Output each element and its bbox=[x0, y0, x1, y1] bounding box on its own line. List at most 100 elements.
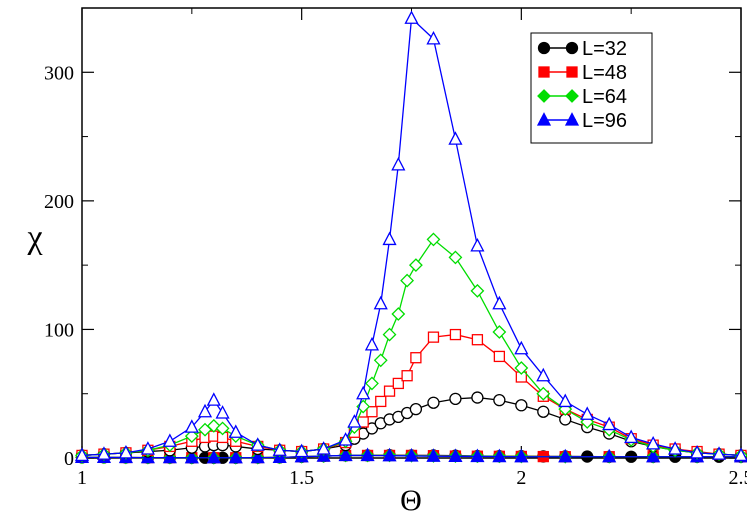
data-point bbox=[646, 435, 661, 450]
data-point bbox=[140, 441, 155, 455]
data-point bbox=[427, 396, 440, 409]
data-point bbox=[492, 448, 507, 463]
data-point bbox=[391, 307, 406, 321]
data-point bbox=[366, 406, 378, 418]
legend-marker bbox=[566, 66, 578, 78]
legend-marker bbox=[538, 66, 550, 78]
legend-label: L=32 bbox=[582, 38, 627, 60]
data-point bbox=[733, 447, 747, 462]
data-point bbox=[536, 386, 551, 401]
data-point bbox=[471, 334, 484, 346]
data-point bbox=[401, 370, 413, 382]
data-point bbox=[537, 405, 550, 418]
data-point bbox=[391, 156, 406, 171]
series-5 bbox=[76, 328, 747, 462]
data-point bbox=[515, 399, 528, 412]
series-7 bbox=[74, 10, 747, 462]
data-point bbox=[711, 446, 727, 460]
data-point bbox=[689, 444, 705, 459]
data-point bbox=[184, 419, 199, 433]
data-point bbox=[558, 448, 573, 463]
data-point bbox=[228, 449, 243, 464]
data-point bbox=[448, 250, 463, 265]
data-point bbox=[373, 353, 388, 368]
y-axis-label: χ bbox=[26, 219, 42, 256]
data-point bbox=[392, 377, 404, 390]
data-point bbox=[602, 448, 617, 463]
data-point bbox=[382, 447, 397, 462]
data-point bbox=[514, 448, 529, 463]
data-point bbox=[409, 402, 423, 416]
data-point bbox=[382, 231, 397, 246]
data-point bbox=[206, 449, 221, 464]
legend-item: L=96 bbox=[536, 110, 627, 132]
legend-marker bbox=[564, 112, 580, 126]
data-point bbox=[250, 437, 265, 451]
data-point bbox=[206, 392, 221, 406]
data-point bbox=[360, 447, 375, 462]
data-point bbox=[184, 429, 199, 444]
data-point bbox=[448, 131, 463, 145]
data-point bbox=[514, 340, 529, 355]
data-point bbox=[184, 449, 199, 464]
data-point bbox=[580, 406, 595, 420]
data-point bbox=[448, 448, 463, 462]
data-point bbox=[514, 361, 529, 375]
data-point bbox=[316, 441, 331, 455]
x-tick-label: 1 bbox=[77, 467, 87, 489]
legend-marker bbox=[536, 112, 552, 126]
data-point bbox=[426, 30, 441, 45]
data-point bbox=[74, 447, 90, 462]
data-point bbox=[364, 336, 380, 351]
data-point bbox=[404, 10, 419, 24]
data-point bbox=[492, 325, 507, 339]
legend-label: L=96 bbox=[582, 110, 627, 132]
data-point bbox=[228, 424, 243, 438]
data-point bbox=[426, 232, 441, 247]
data-point bbox=[470, 448, 485, 463]
data-point bbox=[294, 443, 309, 458]
data-point bbox=[426, 448, 441, 462]
legend-marker bbox=[565, 89, 579, 103]
data-point bbox=[197, 403, 213, 418]
data-point bbox=[624, 429, 639, 444]
data-point bbox=[558, 393, 573, 408]
axis-ticks: 1 1.5 2 2.5 0 100 200 300 bbox=[44, 8, 747, 489]
data-point bbox=[338, 432, 353, 446]
data-point bbox=[250, 449, 265, 464]
y-tick-label: 100 bbox=[44, 319, 74, 341]
data-point bbox=[470, 283, 485, 298]
y-tick-label: 200 bbox=[44, 191, 74, 213]
data-point bbox=[118, 444, 134, 459]
data-point bbox=[382, 327, 397, 342]
series-3 bbox=[74, 447, 747, 464]
y-tick-label: 0 bbox=[64, 448, 74, 470]
data-point bbox=[373, 295, 388, 310]
legend-marker bbox=[537, 89, 551, 103]
data-point bbox=[408, 258, 423, 273]
data-point bbox=[493, 350, 506, 363]
legend-label: L=48 bbox=[582, 62, 627, 84]
x-tick-label: 2.5 bbox=[729, 467, 747, 489]
data-point bbox=[404, 448, 419, 462]
data-point bbox=[347, 414, 362, 428]
legend-marker bbox=[537, 41, 551, 55]
data-point bbox=[162, 433, 177, 447]
data-point bbox=[536, 367, 551, 382]
data-point bbox=[400, 273, 415, 288]
data-point bbox=[449, 392, 462, 406]
data-point bbox=[493, 393, 506, 407]
data-point bbox=[215, 405, 230, 419]
legend-box bbox=[530, 32, 653, 144]
data-point bbox=[427, 331, 440, 343]
series-line bbox=[81, 238, 742, 457]
y-tick-label: 300 bbox=[44, 62, 74, 84]
series-6 bbox=[75, 232, 747, 463]
legend-item: L=32 bbox=[537, 38, 627, 60]
data-point bbox=[162, 449, 177, 464]
data-point bbox=[365, 376, 379, 391]
legend-item: L=64 bbox=[537, 86, 627, 108]
data-point bbox=[646, 448, 661, 463]
legend: L=32L=48L=64L=96 bbox=[530, 32, 653, 144]
